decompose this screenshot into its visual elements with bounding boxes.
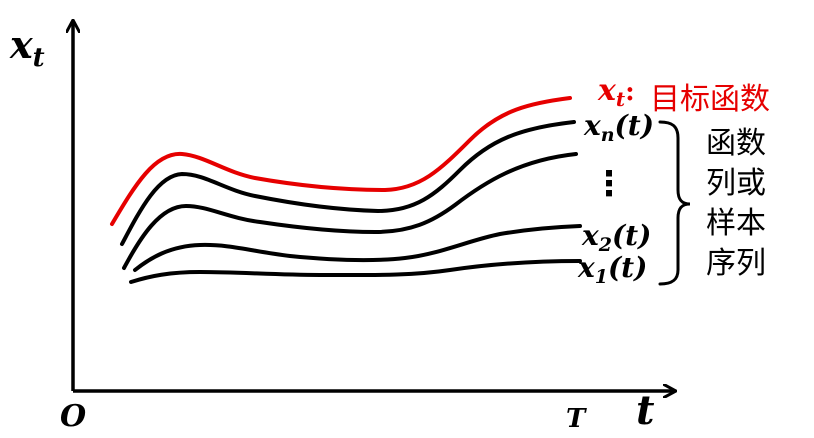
x-axis-label: t: [636, 387, 655, 434]
brace-label-line4: 序列: [706, 246, 766, 281]
brace-label-line1: 函数: [706, 126, 766, 161]
t-end-label: T: [566, 404, 587, 434]
label-x2: x2(t): [581, 219, 651, 256]
target-text: 目标函数: [650, 82, 770, 117]
sample-curve-1: [129, 259, 582, 284]
label-xn: xn(t): [583, 109, 654, 146]
right-brace: [658, 120, 691, 286]
target-symbol: xt:: [597, 73, 635, 111]
target-curve: [110, 96, 572, 226]
sample-curve-2: [133, 224, 582, 272]
label-x1: x1(t): [577, 251, 647, 288]
brace-label-line3: 样本: [706, 206, 766, 241]
label-dots: ⋮: [592, 164, 626, 204]
sample-curve-3: [122, 152, 578, 270]
origin-label: O: [60, 399, 86, 434]
brace-label-line2: 列或: [706, 166, 766, 201]
sample-curve-n: [120, 120, 576, 246]
y-axis-label: xt: [9, 22, 45, 73]
